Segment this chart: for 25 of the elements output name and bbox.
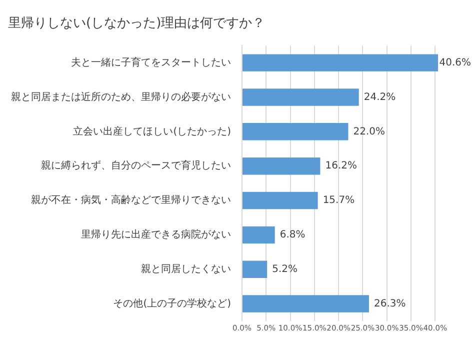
data-label: 6.8% [280, 230, 306, 241]
y-tick-label: 親と同居または近所のため、里帰りの必要がない [11, 90, 231, 103]
text: 里帰りしない(しなかった)理由は何ですか？ [8, 16, 266, 32]
y-tick-label: 親と同居したくない [141, 262, 231, 275]
bar [242, 88, 359, 106]
data-label: 22.0% [353, 126, 386, 138]
bar [242, 295, 370, 312]
bar [242, 226, 275, 244]
data-label: 16.2% [325, 160, 358, 172]
data-label: 26.3% [374, 298, 406, 310]
y-tick-label: 里帰り先に出産できる病院がない [81, 228, 231, 241]
bar [242, 192, 318, 210]
y-tick-label: 親に縛られず、自分のペースで育児したい [41, 160, 231, 172]
bar [242, 260, 268, 278]
bar [242, 157, 320, 175]
y-tick-label: 夫と一緒に子育てをスタートしたい [71, 56, 231, 68]
y-tick-label: その他(上の子の学校など) [113, 297, 232, 310]
data-label: 40.6% [439, 57, 471, 68]
y-tick-label: 親が不在・病気・高齢などで里帰りできない [31, 194, 231, 206]
bar [242, 54, 438, 72]
y-tick-label: 立会い出産してほしい(したかった) [73, 125, 232, 138]
bar [242, 123, 348, 140]
data-label: 5.2% [272, 264, 298, 275]
data-label: 15.7% [322, 195, 355, 206]
data-label: 24.2% [364, 92, 396, 103]
